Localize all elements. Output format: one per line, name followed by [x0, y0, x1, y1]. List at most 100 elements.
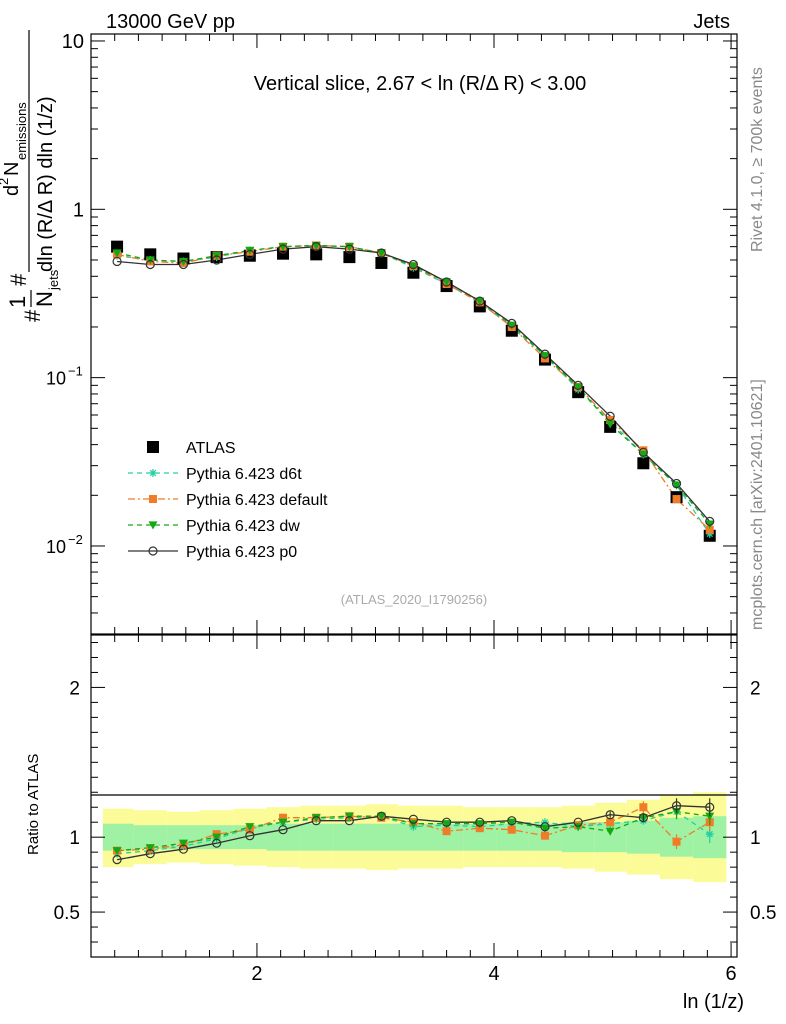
main-line-pythia-6-423-default	[116, 244, 711, 531]
ratio-point-pythia-6-423-p0	[376, 811, 387, 821]
ratio-point-pythia-6-423-p0	[671, 801, 682, 811]
main-point-pythia-6-423-dw	[507, 321, 517, 330]
svg-text:1: 1	[73, 199, 84, 221]
ratio-y-tick-label-left: 1	[69, 828, 80, 849]
svg-text:10: 10	[46, 537, 66, 557]
svg-text:#: #	[6, 273, 31, 286]
ratio-point-pythia-6-423-p0	[145, 849, 155, 859]
svg-text:−2: −2	[68, 532, 83, 547]
svg-text:emissions: emissions	[14, 102, 29, 160]
main-point-pythia-6-423-p0	[245, 249, 255, 259]
ratio-y-tick-label-left: 0.5	[54, 903, 80, 924]
ratio-y-tick-label-right: 1	[750, 828, 761, 849]
main-y-tick-label: 10 −2	[46, 532, 83, 557]
svg-text:−1: −1	[68, 364, 83, 379]
ratio-y-axis-label: Ratio to ATLAS	[25, 754, 42, 855]
svg-text:#: #	[20, 309, 45, 322]
ratio-band-inner	[365, 823, 398, 851]
legend-item: Pythia 6.423 dw	[128, 518, 300, 535]
ratio-point-pythia-6-423-p0	[278, 825, 288, 835]
ratio-point-pythia-6-423-p0	[540, 822, 550, 832]
main-point-pythia-6-423-dw	[605, 420, 615, 429]
main-point-pythia-6-423-dw	[638, 450, 648, 459]
main-point-pythia-6-423-p0	[705, 516, 715, 526]
ratio-band-inner	[626, 820, 660, 854]
rivet-version-label: Rivet 4.1.0, ≥ 700k events	[749, 67, 766, 252]
main-panel-title: Vertical slice, 2.67 < ln (R/Δ R) < 3.00	[254, 73, 586, 95]
main-point-atlas	[637, 457, 650, 470]
ratio-point-pythia-6-423-dw	[442, 820, 452, 829]
ratio-point-pythia-6-423-p0	[605, 810, 615, 820]
main-line-pythia-6-423-d6t	[117, 244, 711, 535]
ratio-point-pythia-6-423-default	[639, 803, 648, 812]
main-point-pythia-6-423-dw	[573, 383, 583, 392]
main-y-tick-label: 1	[73, 199, 84, 221]
ratio-point-pythia-6-423-p0	[344, 816, 354, 826]
main-point-pythia-6-423-p0	[311, 242, 321, 252]
main-point-pythia-6-423-dw	[112, 249, 122, 258]
legend-item: Pythia 6.423 p0	[128, 544, 297, 561]
ratio-point-pythia-6-423-p0	[212, 838, 222, 848]
main-point-pythia-6-423-dw	[540, 352, 550, 361]
main-point-pythia-6-423-dw	[705, 520, 715, 529]
x-axis-label: ln (1/z)	[683, 991, 744, 1013]
legend-item: ATLAS	[147, 440, 236, 457]
main-point-pythia-6-423-dw	[376, 249, 386, 258]
main-point-pythia-6-423-p0	[178, 259, 189, 270]
ratio-point-pythia-6-423-p0	[311, 816, 321, 826]
main-y-tick-label: 10 −1	[46, 364, 83, 389]
main-point-pythia-6-423-p0	[507, 318, 517, 329]
analysis-watermark: (ATLAS_2020_I1790256)	[341, 592, 487, 607]
header-right-label: Jets	[693, 11, 730, 33]
ratio-point-pythia-6-423-dw	[178, 839, 188, 848]
ratio-point-pythia-6-423-p0	[705, 802, 715, 812]
legend-item: Pythia 6.423 default	[128, 492, 328, 509]
ratio-panel: 0.5 0.5 1 1 2 2 2 4 6	[54, 634, 776, 985]
main-series-group	[111, 240, 716, 542]
main-point-pythia-6-423-p0	[540, 349, 550, 359]
main-point-atlas	[343, 251, 356, 264]
main-point-pythia-6-423-p0	[212, 255, 222, 265]
main-point-pythia-6-423-p0	[376, 248, 387, 258]
ratio-band-inner	[299, 823, 333, 851]
ratio-point-pythia-6-423-dw	[376, 812, 386, 821]
legend-label: Pythia 6.423 d6t	[186, 466, 302, 483]
ratio-frame	[90, 634, 738, 958]
main-point-pythia-6-423-p0	[605, 411, 615, 421]
main-point-pythia-6-423-dw	[408, 262, 418, 271]
main-point-pythia-6-423-dw	[344, 243, 354, 252]
ratio-point-pythia-6-423-dw	[212, 833, 222, 842]
ratio-point-pythia-6-423-dw	[705, 812, 715, 821]
svg-text:N: N	[1, 162, 23, 176]
main-point-pythia-6-423-p0	[475, 296, 485, 306]
main-point-pythia-6-423-p0	[638, 447, 648, 457]
main-point-pythia-6-423-default	[672, 495, 681, 504]
svg-text:d: d	[1, 185, 23, 196]
main-point-pythia-6-423-default	[705, 525, 714, 534]
ratio-y-tick-label-right: 2	[750, 678, 761, 699]
ratio-point-pythia-6-423-p0	[408, 814, 419, 824]
ratio-point-pythia-6-423-dw	[475, 820, 485, 829]
main-point-pythia-6-423-dw	[178, 257, 188, 266]
ratio-y-tick-label-right: 0.5	[750, 903, 776, 924]
main-point-atlas	[375, 256, 388, 269]
ratio-y-tick-label-left: 2	[69, 678, 80, 699]
ratio-band-inner	[332, 823, 366, 851]
main-point-pythia-6-423-dw	[442, 278, 452, 287]
svg-text:10: 10	[46, 369, 66, 389]
ratio-point-pythia-6-423-default	[606, 818, 615, 827]
legend-label: Pythia 6.423 default	[186, 492, 328, 509]
main-point-pythia-6-423-p0	[344, 244, 354, 254]
legend-marker	[147, 441, 159, 453]
ratio-point-pythia-6-423-p0	[638, 813, 648, 823]
ratio-point-pythia-6-423-dw	[311, 814, 321, 823]
main-point-atlas	[310, 248, 323, 261]
ratio-series-group	[112, 798, 715, 865]
main-point-pythia-6-423-p0	[112, 256, 122, 267]
ratio-point-pythia-6-423-p0	[475, 817, 485, 827]
ratio-band-inner	[166, 825, 201, 850]
ratio-point-pythia-6-423-p0	[441, 817, 452, 827]
